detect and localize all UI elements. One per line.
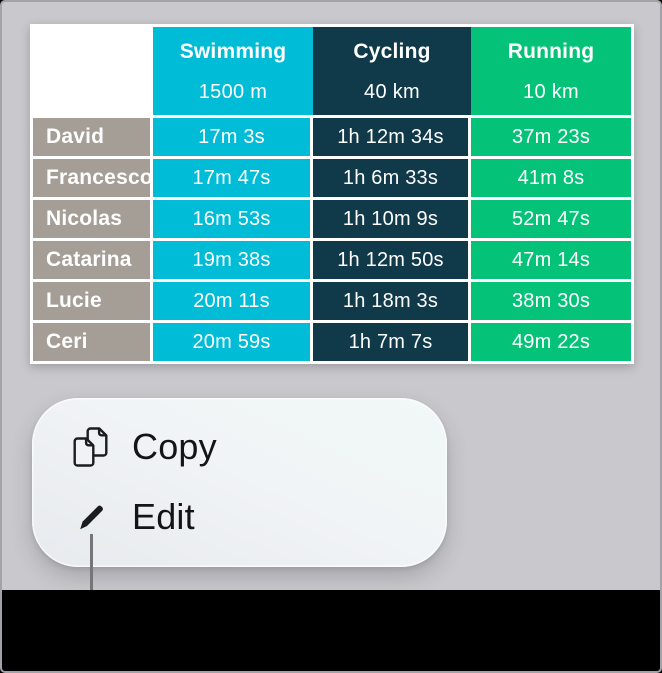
table-cell[interactable]: 49m 22s (471, 323, 631, 361)
results-table: Swimming 1500 m Cycling 40 km Running 10… (30, 24, 634, 364)
context-menu: Copy Edit (32, 398, 447, 567)
table-cell[interactable]: 1h 7m 7s (313, 323, 471, 361)
table-cell[interactable]: 20m 11s (153, 282, 313, 320)
table-cell[interactable]: 47m 14s (471, 241, 631, 279)
table-cell[interactable]: 41m 8s (471, 159, 631, 197)
table-cell[interactable]: 17m 3s (153, 118, 313, 156)
menu-item-edit[interactable]: Edit (32, 482, 447, 552)
column-unit: 1500 m (198, 81, 268, 103)
row-header[interactable]: Nicolas (33, 200, 153, 238)
menu-item-label: Copy (132, 426, 217, 467)
table-cell[interactable]: 20m 59s (153, 323, 313, 361)
table-cell[interactable]: 37m 23s (471, 118, 631, 156)
row-header[interactable]: Francesco (33, 159, 153, 197)
column-unit: 10 km (523, 81, 579, 103)
table-cell[interactable]: 16m 53s (153, 200, 313, 238)
table-cell[interactable]: 1h 12m 34s (313, 118, 471, 156)
column-title: Swimming (179, 40, 287, 63)
table-cell[interactable]: 1h 6m 33s (313, 159, 471, 197)
pencil-icon (72, 496, 110, 538)
table-cell[interactable]: 38m 30s (471, 282, 631, 320)
table-cell[interactable]: 52m 47s (471, 200, 631, 238)
table-cell[interactable]: 17m 47s (153, 159, 313, 197)
column-title: Cycling (353, 40, 431, 63)
table-corner-cell[interactable] (33, 27, 153, 115)
column-header-swimming[interactable]: Swimming 1500 m (153, 27, 313, 115)
table-cell[interactable]: 19m 38s (153, 241, 313, 279)
callout-line (90, 534, 93, 623)
column-title: Running (507, 40, 595, 63)
column-header-running[interactable]: Running 10 km (471, 27, 631, 115)
letterbox-bottom (2, 590, 660, 671)
row-header[interactable]: Ceri (33, 323, 153, 361)
copy-icon (72, 426, 110, 468)
row-header[interactable]: Catarina (33, 241, 153, 279)
menu-item-copy[interactable]: Copy (32, 412, 447, 482)
column-unit: 40 km (364, 81, 420, 103)
row-header[interactable]: David (33, 118, 153, 156)
row-header[interactable]: Lucie (33, 282, 153, 320)
table-cell[interactable]: 1h 10m 9s (313, 200, 471, 238)
column-header-cycling[interactable]: Cycling 40 km (313, 27, 471, 115)
menu-item-label: Edit (132, 496, 195, 537)
table-cell[interactable]: 1h 18m 3s (313, 282, 471, 320)
table-cell[interactable]: 1h 12m 50s (313, 241, 471, 279)
